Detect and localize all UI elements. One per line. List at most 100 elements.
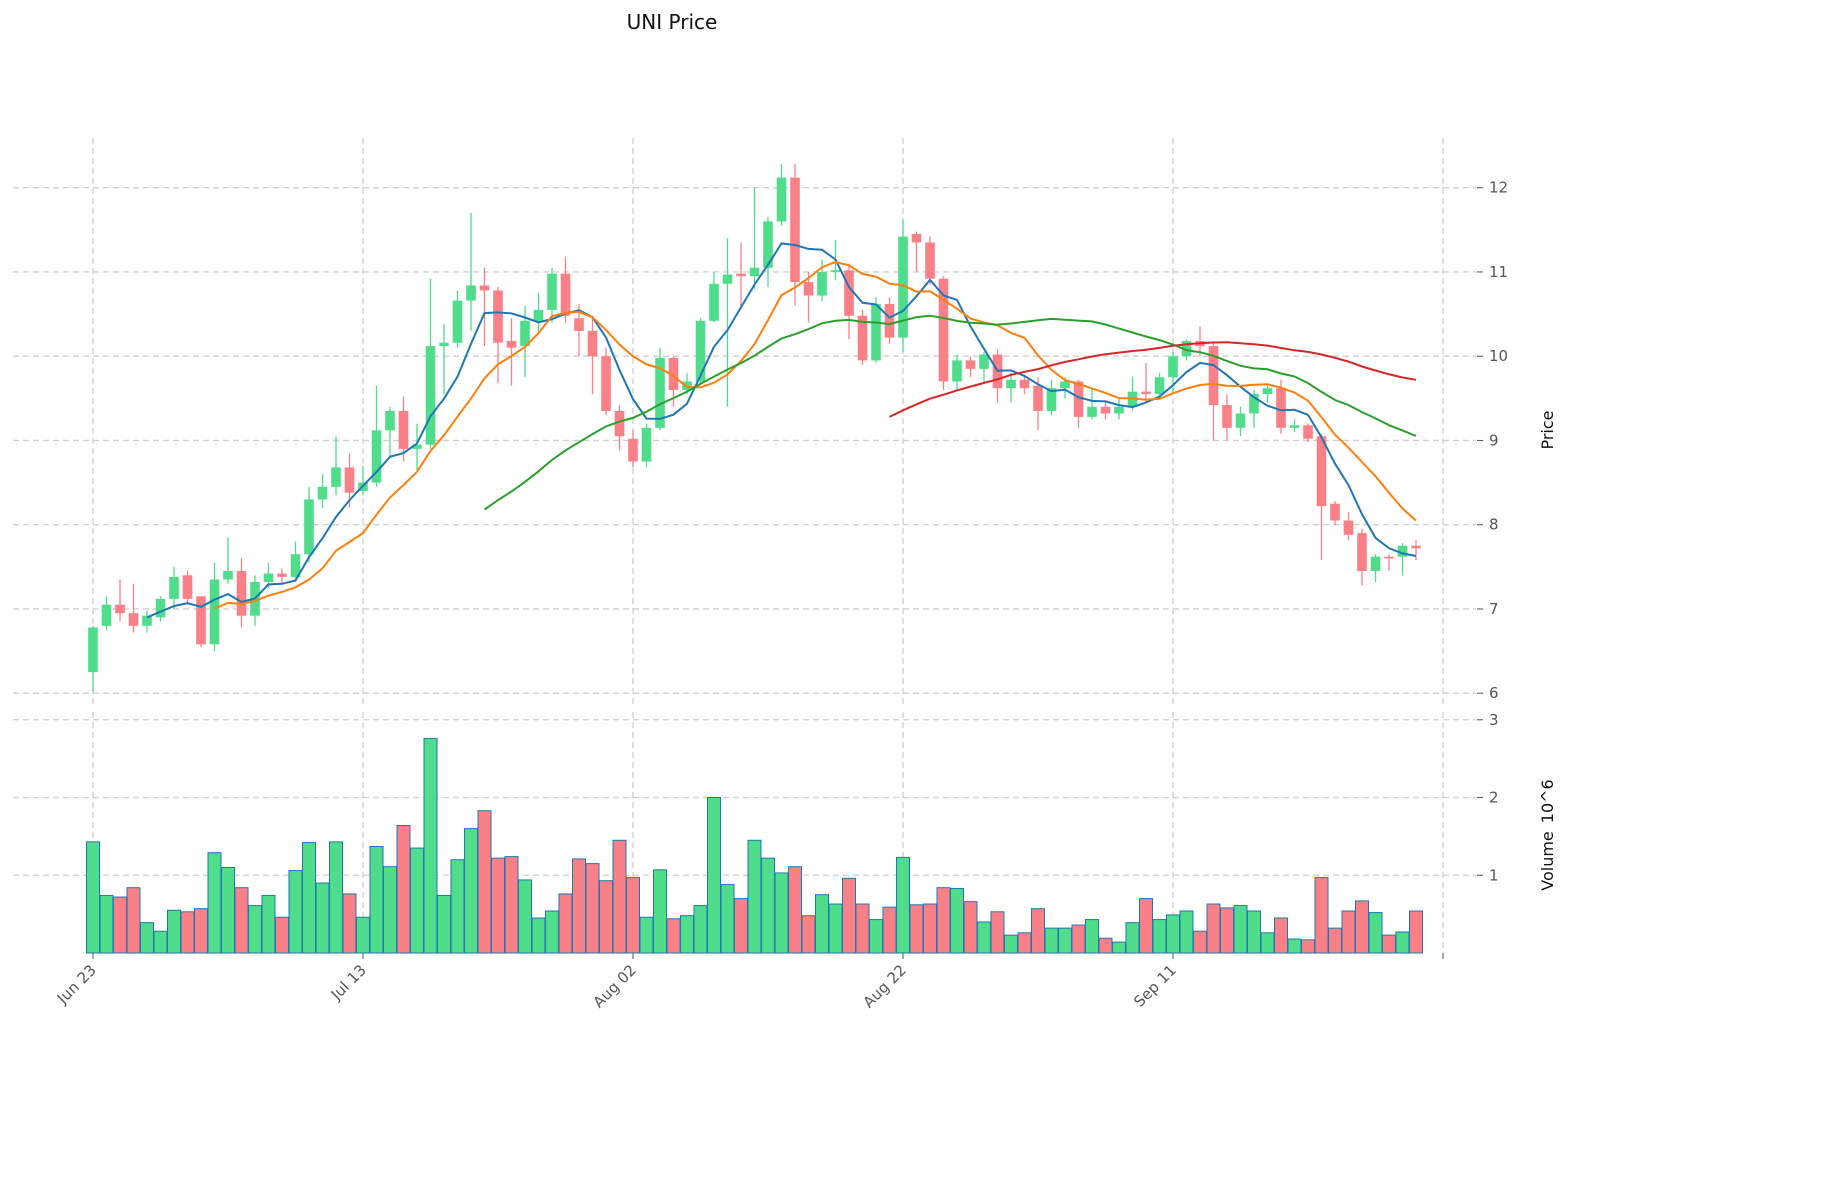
ma10-line [214,261,1417,610]
volume-tick-label: 2 [1489,789,1499,807]
candle [142,610,152,633]
candle [412,423,422,470]
volume-bar [329,841,343,954]
candle-body [1303,425,1313,439]
volume-bar [1341,910,1356,954]
candle-body [506,341,517,348]
candle [1046,379,1057,416]
candle [709,271,719,323]
volume-bar [761,857,775,954]
candle-body [736,273,746,277]
candle-body [101,604,112,626]
candle [1289,419,1300,433]
candle-body [1316,436,1327,507]
candle-body [844,270,854,316]
candle-body [115,604,125,614]
candle-body [304,499,314,555]
volume-bar [1409,910,1423,954]
candle [398,396,409,462]
volume-bar [140,922,154,954]
candle-body [1397,545,1408,557]
volume-bar [1085,919,1099,954]
candle [1087,388,1097,420]
candle-body [695,320,706,382]
volume-bar [99,894,114,954]
candle-body [628,438,638,462]
volume-bar [977,921,991,954]
candle [182,571,193,605]
volume-bar [963,901,978,954]
candle [1073,379,1084,428]
price-tick-label: 9 [1489,431,1499,449]
candle [776,164,787,226]
volume-bar [747,839,762,954]
candle [560,256,571,323]
candle-body [587,330,598,357]
volume-bar [437,894,451,954]
candle [385,406,395,458]
volume-bar [1166,914,1180,954]
volume-bar [356,916,370,954]
volume-bar [450,859,465,954]
candle-body [722,274,733,284]
volume-bar [666,918,681,954]
candle [493,287,503,384]
volume-bar [423,737,438,954]
candle [925,236,935,285]
candle-body [709,283,719,321]
volume-bar [545,910,559,954]
volume-bar [207,852,222,954]
candle-body [830,270,841,272]
volume-bar [1368,912,1383,954]
candle [1370,554,1381,582]
volume-bar [126,887,141,954]
candle [1154,373,1165,399]
ma30-line [483,314,1417,511]
candle-body [493,290,503,343]
candle-body [1073,381,1084,417]
candle-body [439,342,449,347]
volume-bar [234,887,249,954]
candle [223,537,233,584]
candle [1276,379,1286,434]
volume-bar [180,911,195,954]
volume-bar [221,866,235,954]
candle-body [1006,379,1016,389]
candle-body [655,357,665,428]
candle-body [1370,556,1381,572]
volume-bar [1193,930,1207,954]
volume-bar [1031,908,1045,954]
candle [277,568,287,584]
candle [115,579,125,622]
volume-bar [410,847,424,954]
candle [506,318,517,386]
candle-body [479,285,490,291]
candle-body [857,315,868,361]
candle-body [466,285,476,301]
candle-body [196,596,206,645]
candle-body [1100,406,1111,414]
candle-body [601,356,611,411]
candle-body [425,346,436,445]
candle [790,164,800,306]
candle [911,231,922,272]
candle [992,349,1003,403]
volume-bar [909,904,924,954]
candle-body [776,177,787,222]
volume-unit: 10^6 [1538,779,1557,823]
volume-bar [896,856,910,954]
candle [236,558,247,628]
candle [439,324,449,395]
candle-body [182,575,193,599]
volume-bar [950,887,964,954]
candle [979,351,989,382]
candle [952,354,962,390]
candle-body [547,273,557,310]
volume-label-text: Volume [1538,831,1557,891]
volume-bar [1395,931,1410,954]
candle-body [398,410,409,449]
volume-bar [1017,932,1032,954]
candle [722,238,733,407]
candle-body [1222,405,1232,428]
